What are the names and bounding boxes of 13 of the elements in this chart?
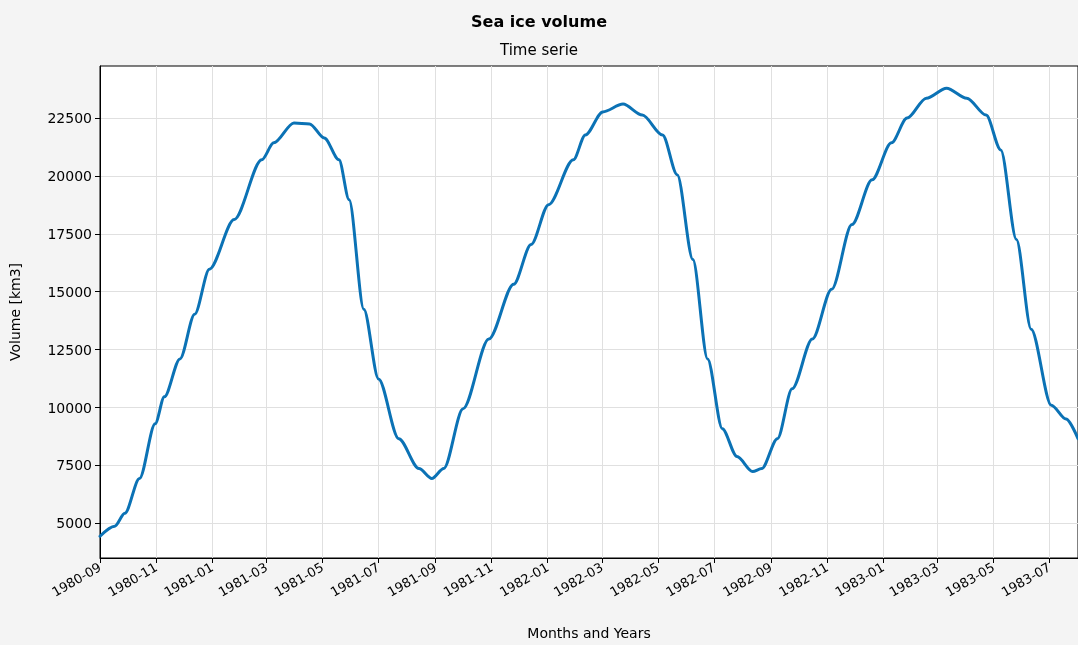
line-series: [98, 86, 1078, 538]
y-tick-label: 7500: [56, 457, 92, 474]
chart-subtitle: Time serie: [498, 40, 579, 59]
y-tick-label: 20000: [47, 167, 92, 184]
y-tick-label: 22500: [47, 110, 92, 127]
y-tick-label: 12500: [47, 341, 92, 358]
y-tick-label: 10000: [47, 399, 92, 416]
y-axis-title: Volume [km3]: [7, 262, 23, 362]
y-tick-label: 5000: [56, 515, 92, 532]
y-tick-label: 17500: [47, 225, 92, 242]
chart-title: Sea ice volume: [471, 11, 608, 31]
x-axis-title: Months and Years: [527, 625, 651, 641]
y-tick-label: 15000: [47, 283, 92, 300]
